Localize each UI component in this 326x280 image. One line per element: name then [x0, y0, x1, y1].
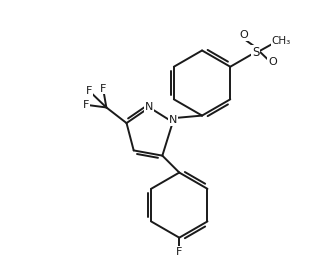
Text: F: F	[176, 247, 183, 257]
Text: S: S	[252, 46, 259, 59]
Text: O: O	[239, 30, 248, 40]
Text: F: F	[86, 86, 93, 96]
Text: N: N	[145, 102, 154, 113]
Text: CH₃: CH₃	[272, 36, 291, 46]
Text: O: O	[268, 57, 277, 67]
Text: N: N	[169, 115, 177, 125]
Text: F: F	[83, 100, 89, 110]
Text: F: F	[100, 83, 106, 94]
